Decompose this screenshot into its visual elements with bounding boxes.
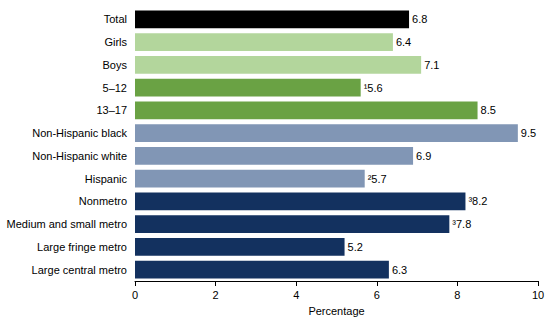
svg-text:5–12: 5–12 [103, 82, 127, 94]
svg-text:2: 2 [213, 289, 219, 301]
svg-text:Boys: Boys [103, 59, 128, 71]
svg-text:Percentage: Percentage [308, 305, 364, 317]
svg-text:6.9: 6.9 [416, 150, 431, 162]
svg-text:9.5: 9.5 [521, 127, 536, 139]
svg-text:4: 4 [293, 289, 299, 301]
svg-text:Total: Total [104, 13, 127, 25]
svg-text:Girls: Girls [104, 36, 127, 48]
svg-text:³8.2: ³8.2 [468, 195, 487, 207]
svg-text:²5.7: ²5.7 [368, 173, 387, 185]
svg-text:0: 0 [132, 289, 138, 301]
svg-text:¹5.6: ¹5.6 [364, 82, 383, 94]
svg-text:8: 8 [454, 289, 460, 301]
svg-text:Non-Hispanic black: Non-Hispanic black [32, 127, 127, 139]
svg-text:Non-Hispanic white: Non-Hispanic white [32, 150, 127, 162]
svg-text:13–17: 13–17 [96, 104, 127, 116]
svg-text:7.1: 7.1 [424, 59, 439, 71]
svg-text:Large central metro: Large central metro [32, 264, 127, 276]
svg-text:Nonmetro: Nonmetro [79, 195, 127, 207]
svg-text:³7.8: ³7.8 [452, 218, 471, 230]
svg-text:6.8: 6.8 [412, 13, 427, 25]
svg-text:5.2: 5.2 [348, 241, 363, 253]
svg-text:8.5: 8.5 [481, 104, 496, 116]
svg-text:6.3: 6.3 [392, 264, 407, 276]
svg-text:10: 10 [532, 289, 544, 301]
svg-text:6.4: 6.4 [396, 36, 411, 48]
svg-text:6: 6 [374, 289, 380, 301]
svg-text:Hispanic: Hispanic [85, 173, 128, 185]
svg-text:Large fringe metro: Large fringe metro [37, 241, 127, 253]
svg-text:Medium and small metro: Medium and small metro [7, 218, 127, 230]
